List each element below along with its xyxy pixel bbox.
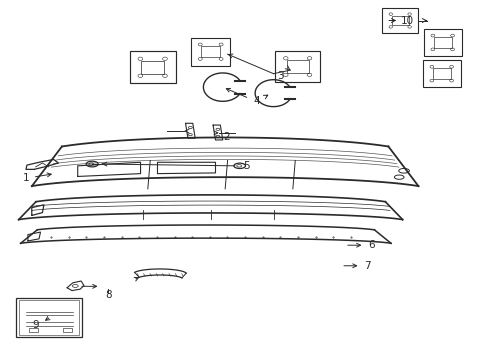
Text: 10: 10	[400, 15, 413, 26]
Text: 5: 5	[243, 161, 250, 171]
Bar	[141, 61, 163, 74]
Bar	[286, 60, 308, 73]
Text: 1: 1	[22, 173, 29, 183]
Bar	[201, 46, 220, 57]
Bar	[391, 16, 408, 25]
Text: 7: 7	[363, 261, 370, 271]
Bar	[433, 37, 451, 48]
Bar	[29, 328, 38, 332]
Text: 8: 8	[104, 290, 111, 300]
Bar	[63, 328, 72, 332]
Text: 6: 6	[367, 240, 374, 250]
Text: 9: 9	[32, 320, 39, 330]
Text: 2: 2	[223, 132, 229, 142]
Text: 3: 3	[277, 71, 284, 81]
Bar	[432, 68, 450, 79]
Text: 4: 4	[253, 96, 259, 106]
